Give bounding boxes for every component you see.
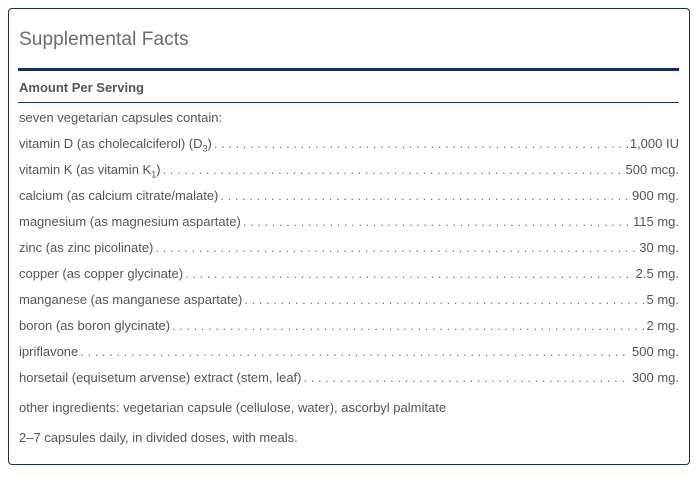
leader-dots (244, 292, 644, 307)
ingredient-amount: 5 mg. (646, 292, 679, 307)
ingredient-name: horsetail (equisetum arvense) extract (s… (19, 370, 302, 385)
ingredient-row: vitamin K (as vitamin K1) 500 mcg. (19, 162, 679, 188)
ingredient-name: vitamin K (as vitamin K1) (19, 162, 161, 180)
directions-text: 2–7 capsules daily, in divided doses, wi… (19, 430, 298, 445)
leader-dots (172, 318, 644, 333)
ingredient-row: horsetail (equisetum arvense) extract (s… (19, 370, 679, 396)
title-divider (18, 68, 679, 71)
ingredient-amount: 1,000 IU (629, 136, 679, 151)
leader-dots (214, 136, 628, 151)
supplement-facts-panel: Supplemental Facts Amount Per Serving se… (8, 8, 690, 465)
ingredient-amount: 900 mg. (632, 188, 679, 203)
ingredient-list: vitamin D (as cholecalciferol) (D3) 1,00… (19, 136, 679, 396)
panel-title: Supplemental Facts (19, 29, 189, 50)
ingredient-name: zinc (as zinc picolinate) (19, 240, 154, 255)
ingredient-amount: 2 mg. (646, 318, 679, 333)
ingredient-row: vitamin D (as cholecalciferol) (D3) 1,00… (19, 136, 679, 162)
other-ingredients: other ingredients: vegetarian capsule (c… (19, 400, 447, 415)
ingredient-amount: 300 mg. (632, 370, 679, 385)
leader-dots (185, 266, 634, 281)
amount-per-serving-heading: Amount Per Serving (19, 80, 144, 95)
leader-dots (304, 370, 631, 385)
ingredient-amount: 2.5 mg. (635, 266, 679, 281)
leader-dots (80, 344, 630, 359)
ingredient-row: calcium (as calcium citrate/malate) 900 … (19, 188, 679, 214)
ingredient-row: manganese (as manganese aspartate) 5 mg. (19, 292, 679, 318)
serving-intro: seven vegetarian capsules contain: (19, 110, 223, 125)
ingredient-amount: 30 mg. (639, 240, 679, 255)
ingredient-amount: 115 mg. (632, 214, 679, 229)
ingredient-amount: 500 mcg. (625, 162, 679, 177)
leader-dots (220, 188, 630, 203)
ingredient-name: copper (as copper glycinate) (19, 266, 184, 281)
ingredient-row: ipriflavone 500 mg. (19, 344, 679, 370)
ingredient-name: vitamin D (as cholecalciferol) (D3) (19, 136, 212, 154)
ingredient-row: magnesium (as magnesium aspartate) 115 m… (19, 214, 679, 240)
leader-dots (243, 214, 631, 229)
ingredient-row: zinc (as zinc picolinate) 30 mg. (19, 240, 679, 266)
leader-dots (155, 240, 637, 255)
ingredient-name: manganese (as manganese aspartate) (19, 292, 243, 307)
heading-divider (18, 102, 679, 103)
leader-dots (163, 162, 624, 177)
ingredient-name: magnesium (as magnesium aspartate) (19, 214, 241, 229)
ingredient-name: boron (as boron glycinate) (19, 318, 171, 333)
ingredient-row: boron (as boron glycinate) 2 mg. (19, 318, 679, 344)
ingredient-name: calcium (as calcium citrate/malate) (19, 188, 219, 203)
ingredient-name: ipriflavone (19, 344, 79, 359)
ingredient-amount: 500 mg. (632, 344, 679, 359)
ingredient-row: copper (as copper glycinate) 2.5 mg. (19, 266, 679, 292)
